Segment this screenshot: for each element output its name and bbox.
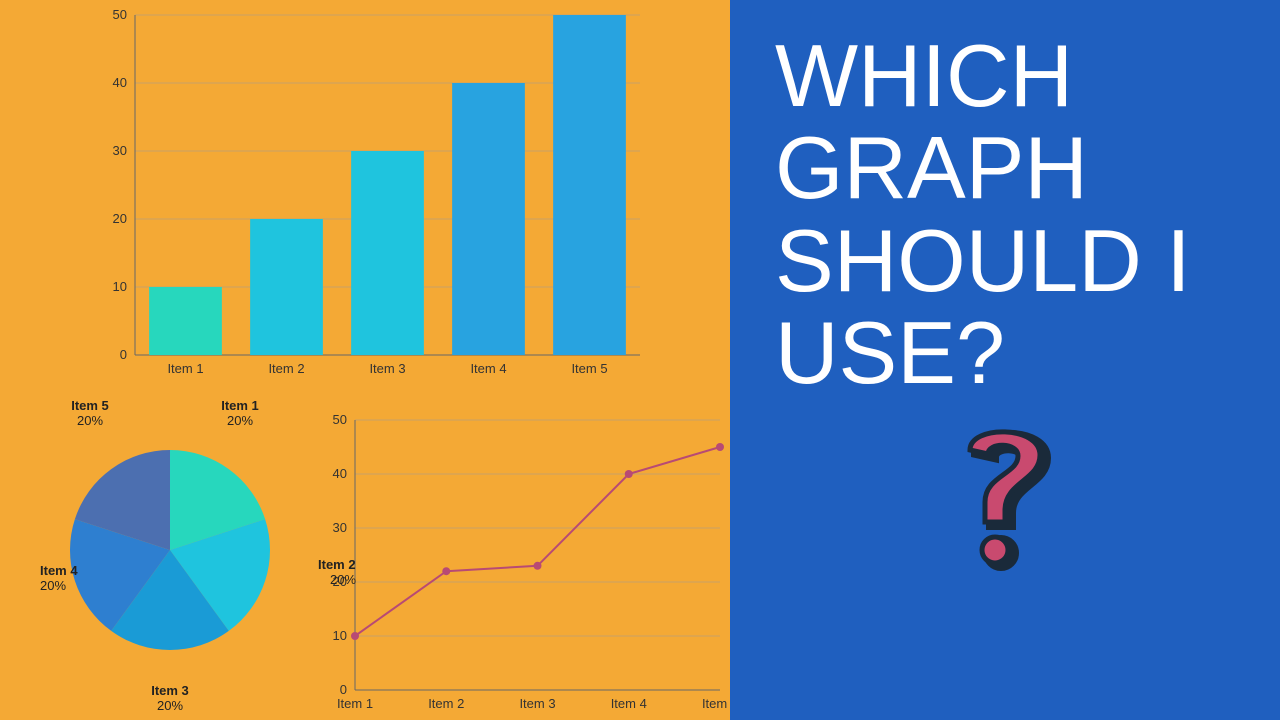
pie-label: Item 4 <box>40 563 78 578</box>
line-xlabel: Item 4 <box>611 696 647 711</box>
bar-ytick: 30 <box>113 143 127 158</box>
title-panel: WHICH GRAPH SHOULD I USE? <box>730 0 1280 720</box>
line-chart: 01020304050Item 1Item 2Item 3Item 4Item … <box>310 410 730 720</box>
bar-ytick: 20 <box>113 211 127 226</box>
line-xlabel: Item 3 <box>519 696 555 711</box>
bar-xlabel: Item 4 <box>470 361 506 376</box>
charts-panel: 01020304050Item 1Item 2Item 3Item 4Item … <box>0 0 730 720</box>
line-marker <box>716 443 724 451</box>
pie-label: Item 1 <box>221 400 259 413</box>
bar-ytick: 50 <box>113 7 127 22</box>
bar-ytick: 0 <box>120 347 127 362</box>
line-xlabel: Item 2 <box>428 696 464 711</box>
line-ytick: 30 <box>333 520 347 535</box>
bar-ytick: 40 <box>113 75 127 90</box>
line-ytick: 40 <box>333 466 347 481</box>
bar <box>250 219 323 355</box>
question-mark-icon <box>930 410 1080 580</box>
line-xlabel: Item 1 <box>337 696 373 711</box>
bar-ytick: 10 <box>113 279 127 294</box>
stray-pct: 20% <box>330 572 356 587</box>
line-marker <box>534 562 542 570</box>
line-marker <box>625 470 633 478</box>
bar-xlabel: Item 1 <box>167 361 203 376</box>
bar <box>149 287 222 355</box>
qmark-body <box>970 431 1040 521</box>
pie-label: Item 5 <box>71 400 109 413</box>
bar <box>553 15 626 355</box>
bar-chart: 0 10 20 30 40 50 Item 1 Item 2 Item 3 Item 4 Item … <box>90 0 650 390</box>
bar-xlabel: Item 2 <box>268 361 304 376</box>
line-ytick: 50 <box>333 412 347 427</box>
line-marker <box>442 567 450 575</box>
pie-pct: 20% <box>227 413 253 428</box>
pie-chart: Item 120%Item 320%Item 420%Item 520% <box>20 400 320 710</box>
bar <box>452 83 525 355</box>
headline-text: WHICH GRAPH SHOULD I USE? <box>730 30 1280 400</box>
stray-label: Item 2 <box>318 557 356 572</box>
line-xlabel: Item 5 <box>702 696 730 711</box>
bar <box>351 151 424 355</box>
pie-pct: 20% <box>157 698 183 710</box>
line-marker <box>351 632 359 640</box>
pie-pct: 20% <box>77 413 103 428</box>
line-series <box>355 447 720 636</box>
pie-label: Item 3 <box>151 683 189 698</box>
bar-xlabel: Item 5 <box>571 361 607 376</box>
bar-xlabel: Item 3 <box>369 361 405 376</box>
pie-pct: 20% <box>40 578 66 593</box>
line-ytick: 0 <box>340 682 347 697</box>
qmark-dot <box>982 537 1008 563</box>
line-ytick: 10 <box>333 628 347 643</box>
